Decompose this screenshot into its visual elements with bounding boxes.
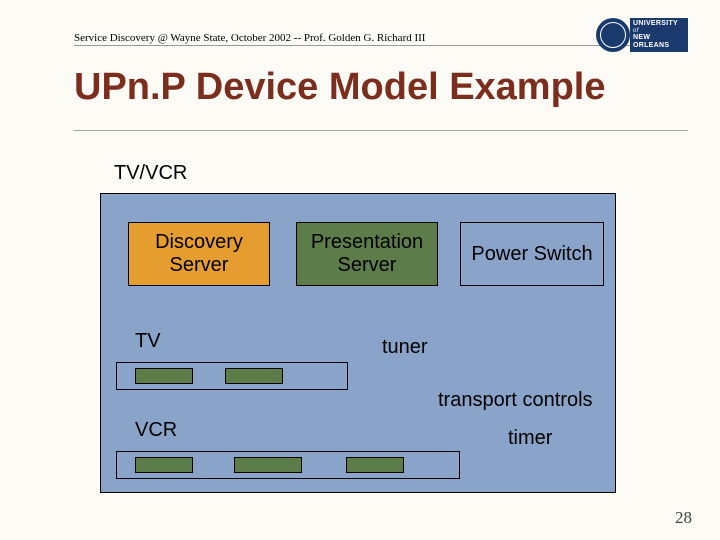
tv-label: TV: [135, 330, 161, 353]
vcr-chip-1: [234, 457, 302, 473]
university-logo: UNIVERSITY of NEW ORLEANS: [596, 18, 688, 52]
presentation-text: Presentation Server: [311, 231, 423, 277]
page-number: 28: [675, 508, 692, 528]
logo-line-2: of: [633, 28, 685, 35]
presentation-server-box: Presentation Server: [296, 222, 438, 286]
logo-line-1: UNIVERSITY: [633, 20, 685, 28]
discovery-server-box: Discovery Server: [128, 222, 270, 286]
header-text: Service Discovery @ Wayne State, October…: [74, 32, 425, 44]
title-divider: [74, 130, 688, 131]
discovery-text: Discovery Server: [155, 231, 243, 277]
vcr-label: VCR: [135, 419, 177, 442]
logo-line-3: NEW ORLEANS: [633, 34, 685, 49]
tvvcr-label: TV/VCR: [114, 162, 187, 185]
logo-text: UNIVERSITY of NEW ORLEANS: [630, 18, 688, 52]
tuner-label: tuner: [382, 336, 428, 359]
logo-seal-icon: [596, 18, 630, 52]
tv-chip-1: [225, 368, 283, 384]
power-switch-box: Power Switch: [460, 222, 604, 286]
vcr-chip-0: [135, 457, 193, 473]
vcr-chip-2: [346, 457, 404, 473]
slide-title: UPn.P Device Model Example: [74, 66, 606, 109]
timer-label: timer: [508, 427, 552, 450]
tv-chip-0: [135, 368, 193, 384]
transport-controls-label: transport controls: [438, 389, 593, 412]
powerswitch-text: Power Switch: [471, 243, 592, 266]
